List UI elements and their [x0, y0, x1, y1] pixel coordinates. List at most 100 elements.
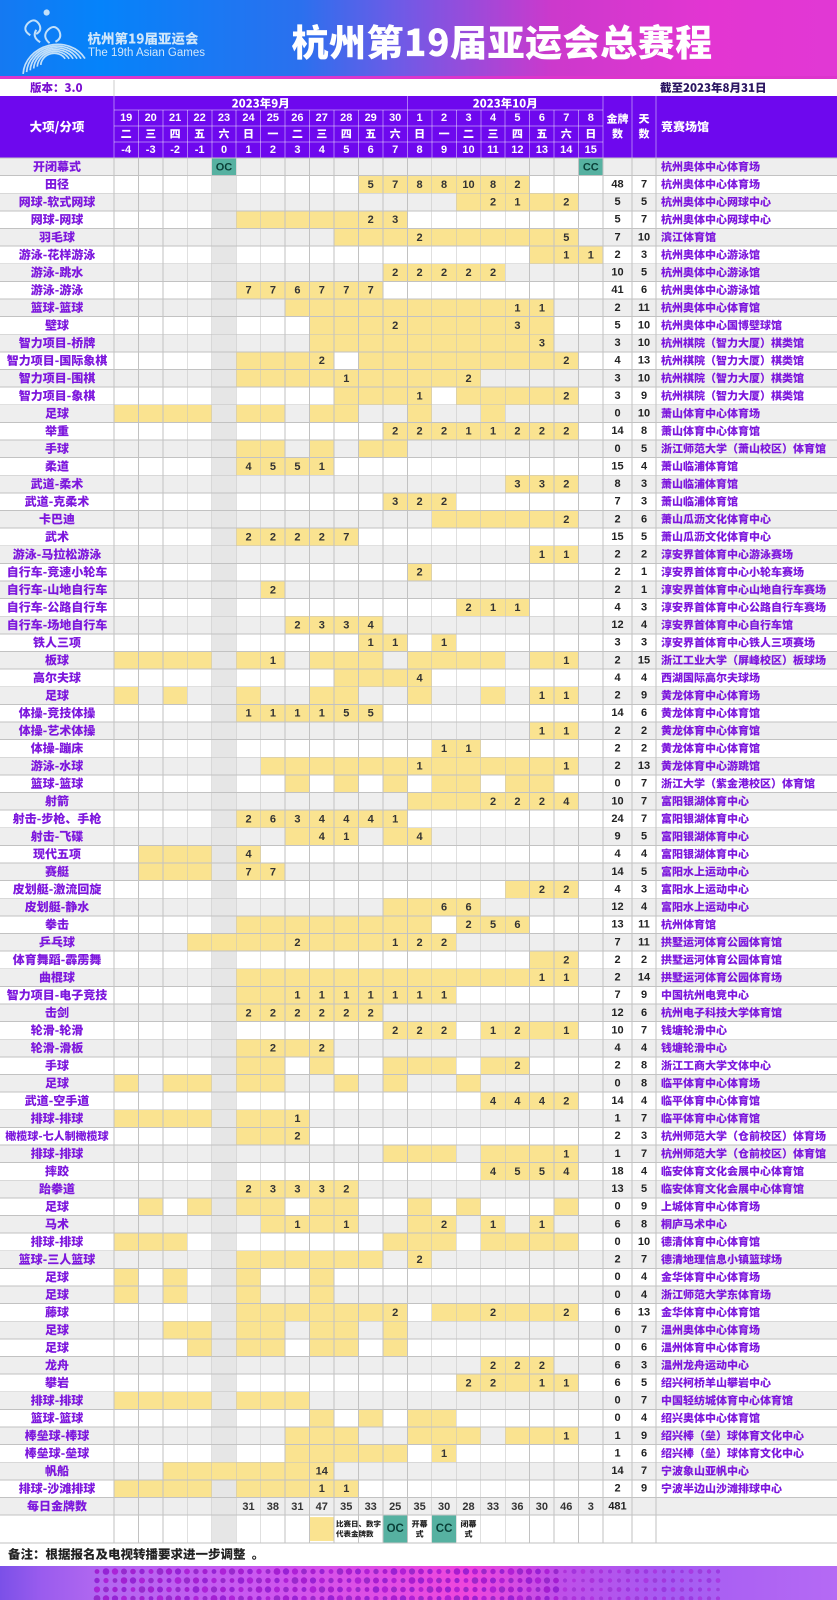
- svg-text:4: 4: [641, 1095, 648, 1107]
- svg-text:6: 6: [641, 513, 647, 525]
- svg-text:10: 10: [462, 144, 474, 156]
- svg-text:3: 3: [294, 144, 300, 156]
- svg-text:21: 21: [169, 112, 181, 124]
- svg-text:1: 1: [417, 390, 423, 402]
- svg-text:2: 2: [539, 884, 545, 896]
- svg-text:2: 2: [245, 1007, 251, 1019]
- svg-text:5: 5: [368, 179, 374, 191]
- svg-text:1: 1: [490, 426, 496, 438]
- svg-text:30: 30: [536, 1501, 548, 1513]
- svg-text:14: 14: [611, 425, 624, 437]
- svg-text:4: 4: [641, 848, 648, 860]
- svg-text:1: 1: [539, 302, 545, 314]
- svg-text:7: 7: [245, 285, 251, 297]
- svg-text:0: 0: [614, 1324, 620, 1336]
- svg-text:12: 12: [511, 144, 523, 156]
- svg-text:14: 14: [560, 144, 573, 156]
- svg-text:5: 5: [368, 708, 374, 720]
- svg-text:2: 2: [245, 531, 251, 543]
- svg-text:4: 4: [417, 672, 424, 684]
- svg-text:1: 1: [343, 990, 349, 1002]
- svg-text:2: 2: [563, 514, 569, 526]
- svg-text:5: 5: [641, 1377, 647, 1389]
- svg-text:2: 2: [441, 1025, 447, 1037]
- svg-text:0: 0: [221, 144, 227, 156]
- svg-text:35: 35: [413, 1501, 425, 1513]
- svg-text:2: 2: [441, 937, 447, 949]
- svg-text:47: 47: [316, 1501, 328, 1513]
- svg-text:6: 6: [614, 1377, 620, 1389]
- svg-text:13: 13: [611, 919, 623, 931]
- svg-text:1: 1: [539, 1377, 545, 1389]
- svg-text:3: 3: [465, 112, 471, 124]
- svg-text:14: 14: [611, 1465, 624, 1477]
- svg-text:2: 2: [641, 549, 647, 561]
- svg-text:22: 22: [193, 112, 205, 124]
- svg-text:1: 1: [563, 249, 569, 261]
- svg-text:2: 2: [270, 531, 276, 543]
- svg-text:The 19th Asian Games: The 19th Asian Games: [88, 47, 205, 59]
- svg-text:6: 6: [641, 707, 647, 719]
- svg-text:2: 2: [563, 426, 569, 438]
- svg-text:1: 1: [441, 990, 447, 1002]
- svg-text:2: 2: [614, 654, 620, 666]
- svg-text:1: 1: [368, 637, 374, 649]
- svg-text:8: 8: [641, 1077, 647, 1089]
- svg-text:1: 1: [343, 1219, 349, 1231]
- svg-text:31: 31: [242, 1501, 254, 1513]
- svg-text:10: 10: [638, 231, 650, 243]
- svg-text:5: 5: [539, 1166, 545, 1178]
- svg-text:24: 24: [242, 112, 255, 124]
- svg-text:6: 6: [641, 284, 647, 296]
- svg-text:3: 3: [614, 390, 620, 402]
- svg-text:11: 11: [638, 936, 650, 948]
- svg-text:1: 1: [441, 1448, 447, 1460]
- svg-text:4: 4: [641, 1042, 648, 1054]
- svg-text:4: 4: [641, 1289, 648, 1301]
- svg-text:2: 2: [417, 232, 423, 244]
- svg-text:2: 2: [417, 567, 423, 579]
- svg-text:1: 1: [294, 990, 300, 1002]
- svg-text:8: 8: [641, 1218, 647, 1230]
- svg-text:2: 2: [294, 620, 300, 632]
- svg-text:1: 1: [465, 426, 471, 438]
- svg-text:41: 41: [611, 284, 623, 296]
- svg-text:4: 4: [319, 144, 326, 156]
- svg-text:5: 5: [514, 1166, 520, 1178]
- svg-text:4: 4: [641, 901, 648, 913]
- svg-text:25: 25: [267, 112, 279, 124]
- svg-text:2: 2: [539, 426, 545, 438]
- svg-text:2: 2: [563, 479, 569, 491]
- svg-text:1: 1: [270, 708, 276, 720]
- svg-text:2: 2: [614, 1254, 620, 1266]
- svg-text:2: 2: [417, 267, 423, 279]
- svg-text:2: 2: [392, 1025, 398, 1037]
- svg-text:2: 2: [392, 320, 398, 332]
- svg-text:2: 2: [245, 1184, 251, 1196]
- svg-text:33: 33: [365, 1501, 377, 1513]
- svg-text:2: 2: [514, 1025, 520, 1037]
- svg-text:2: 2: [490, 267, 496, 279]
- svg-text:2: 2: [441, 496, 447, 508]
- svg-text:36: 36: [511, 1501, 523, 1513]
- svg-text:2: 2: [490, 1360, 496, 1372]
- svg-text:7: 7: [343, 531, 349, 543]
- svg-text:6: 6: [368, 144, 374, 156]
- svg-text:2: 2: [417, 496, 423, 508]
- svg-text:1: 1: [368, 990, 374, 1002]
- svg-text:1: 1: [319, 708, 325, 720]
- svg-text:4: 4: [641, 672, 648, 684]
- svg-text:35: 35: [340, 1501, 352, 1513]
- svg-text:2: 2: [368, 1007, 374, 1019]
- svg-text:2: 2: [270, 144, 276, 156]
- svg-text:3: 3: [319, 1184, 325, 1196]
- svg-text:26: 26: [291, 112, 303, 124]
- svg-text:24: 24: [611, 813, 624, 825]
- svg-text:1: 1: [563, 761, 569, 773]
- svg-text:1: 1: [490, 1219, 496, 1231]
- svg-text:7: 7: [614, 496, 620, 508]
- svg-text:2: 2: [417, 937, 423, 949]
- svg-text:7: 7: [641, 178, 647, 190]
- svg-text:4: 4: [539, 1095, 546, 1107]
- svg-text:0: 0: [614, 1289, 620, 1301]
